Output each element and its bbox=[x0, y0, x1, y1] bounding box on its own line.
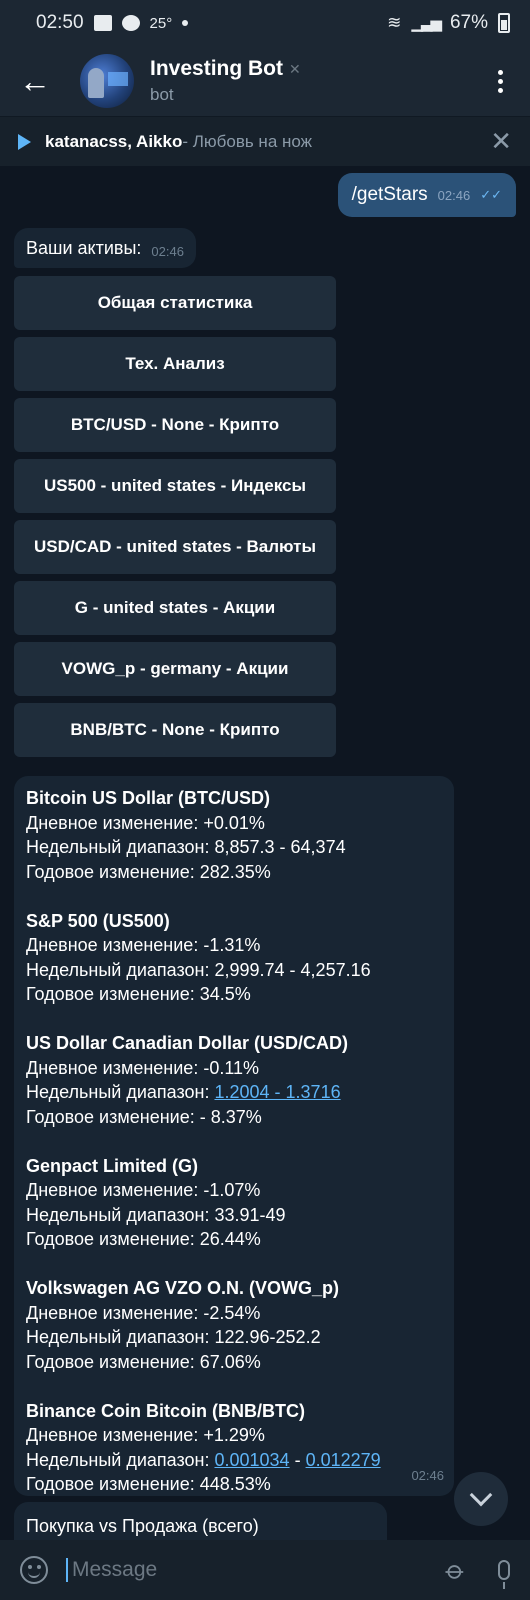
emoji-icon[interactable] bbox=[20, 1556, 48, 1584]
asset-daily: Дневное изменение: +0.01% bbox=[26, 812, 265, 833]
signal-icon: ▁▃▅ bbox=[411, 15, 442, 32]
battery-icon bbox=[498, 13, 510, 33]
notification-dot-icon bbox=[182, 20, 189, 26]
asset-name: S&P 500 (US500) bbox=[26, 910, 170, 931]
pinned-audio-bar[interactable]: katanacss, Aikko - Любовь на нож ✕ bbox=[0, 116, 530, 166]
keyboard-button-btc-usd[interactable]: BTC/USD - None - Крипто bbox=[14, 398, 336, 452]
keyboard-button-bnb-btc[interactable]: BNB/BTC - None - Крипто bbox=[14, 703, 336, 757]
asset-daily: Дневное изменение: -1.31% bbox=[26, 935, 261, 955]
asset-daily: Дневное изменение: +1.29% bbox=[26, 1425, 265, 1445]
pinned-track: - Любовь на нож bbox=[182, 131, 313, 151]
asset-weekly: Недельный диапазон: 8,857.3 - 64,374 bbox=[26, 837, 346, 857]
keyboard-button-g[interactable]: G - united states - Акции bbox=[14, 581, 336, 635]
asset-daily: Дневное изменение: -2.54% bbox=[26, 1302, 261, 1323]
asset-block: US Dollar Canadian Dollar (USD/CAD) Днев… bbox=[26, 1031, 442, 1129]
message-time: 02:46 bbox=[437, 187, 471, 203]
status-bar: 02:50 25° ≋ ▁▃▅ 67% bbox=[0, 0, 530, 46]
asset-weekly: Недельный диапазон: 33.91-49 bbox=[26, 1204, 286, 1225]
stats-message[interactable]: Bitcoin US Dollar (BTC/USD) Дневное изме… bbox=[14, 776, 454, 1496]
status-time: 02:50 bbox=[36, 12, 84, 33]
asset-name: US Dollar Canadian Dollar (USD/CAD) bbox=[26, 1033, 349, 1053]
asset-weekly: Недельный диапазон: 1.2004 - 1.3716 bbox=[26, 1082, 341, 1102]
message-time: 02:46 bbox=[151, 244, 184, 259]
asset-yearly: Годовое изменение: 448.53% bbox=[26, 1474, 271, 1494]
asset-weekly: Недельный диапазон: 2,999.74 - 4,257.16 bbox=[26, 959, 371, 980]
asset-yearly: Годовое изменение: 282.35% bbox=[26, 861, 271, 882]
asset-block: Genpact Limited (G) Дневное изменение: -… bbox=[26, 1154, 442, 1252]
asset-block: Binance Coin Bitcoin (BNB/BTC) Дневное и… bbox=[26, 1399, 442, 1497]
message-text: Покупка vs Продажа (всего) bbox=[26, 1516, 259, 1536]
chat-title-block[interactable]: Investing Bot ✕ bot bbox=[150, 57, 301, 105]
asset-name: Binance Coin Bitcoin (BNB/BTC) bbox=[26, 1400, 305, 1421]
phone-link[interactable]: 1.2004 - 1.3716 bbox=[214, 1082, 341, 1102]
pinned-artist: katanacss, Aikko bbox=[45, 131, 183, 151]
wifi-icon: ≋ bbox=[387, 13, 402, 32]
asset-block: S&P 500 (US500) Дневное изменение: -1.31… bbox=[26, 909, 442, 1007]
read-checks-icon: ✓✓ bbox=[480, 187, 502, 202]
chat-subtitle: bot bbox=[150, 85, 174, 104]
message-text: Ваши активы: bbox=[26, 238, 142, 258]
asset-block: Volkswagen AG VZO O.N. (VOWG_p) Дневное … bbox=[26, 1276, 442, 1374]
number-link[interactable]: 0.001034 bbox=[214, 1449, 290, 1470]
back-arrow-icon[interactable]: ← bbox=[19, 62, 51, 99]
avatar[interactable] bbox=[80, 54, 134, 108]
chevron-down-icon bbox=[469, 1483, 493, 1507]
status-temperature: 25° bbox=[149, 14, 173, 32]
asset-name: Bitcoin US Dollar (BTC/USD) bbox=[26, 788, 271, 808]
asset-daily: Дневное изменение: -0.11% bbox=[26, 1057, 260, 1078]
battery-percent: 67% bbox=[449, 12, 488, 33]
asset-yearly: Годовое изменение: 34.5% bbox=[26, 984, 251, 1004]
asset-yearly: Годовое изменение: 67.06% bbox=[26, 1351, 261, 1372]
message-input[interactable] bbox=[66, 1558, 396, 1582]
play-icon[interactable] bbox=[18, 133, 31, 150]
chat-title: Investing Bot ✕ bbox=[150, 57, 301, 81]
chat-title-text: Investing Bot bbox=[150, 57, 284, 80]
asset-block: Bitcoin US Dollar (BTC/USD) Дневное изме… bbox=[26, 786, 442, 884]
asset-name: Genpact Limited (G) bbox=[26, 1155, 199, 1176]
asset-weekly: Недельный диапазон: 122.96-252.2 bbox=[26, 1327, 321, 1347]
outgoing-message[interactable]: /getStars 02:46 ✓✓ bbox=[337, 173, 516, 217]
paperclip-icon[interactable]: ⌀ bbox=[440, 1553, 473, 1586]
gallery-icon bbox=[93, 15, 112, 31]
close-icon[interactable]: ✕ bbox=[490, 126, 512, 156]
message-text: /getStars bbox=[351, 184, 428, 205]
asset-weekly: Недельный диапазон: 0.001034 - 0.012279 bbox=[26, 1449, 381, 1470]
keyboard-button-general-stats[interactable]: Общая статистика bbox=[14, 276, 336, 330]
asset-daily: Дневное изменение: -1.07% bbox=[26, 1180, 261, 1200]
asset-yearly: Годовое изменение: - 8.37% bbox=[26, 1106, 262, 1127]
keyboard-button-usd-cad[interactable]: USD/CAD - united states - Валюты bbox=[14, 520, 336, 574]
microphone-icon[interactable] bbox=[498, 1560, 510, 1589]
chat-header: ← Investing Bot ✕ bot bbox=[0, 46, 530, 116]
message-time: 02:46 bbox=[411, 1467, 444, 1483]
vpn-icon bbox=[121, 15, 140, 31]
incoming-message[interactable]: Ваши активы: 02:46 bbox=[14, 228, 196, 268]
asset-name: Volkswagen AG VZO O.N. (VOWG_p) bbox=[26, 1278, 340, 1298]
more-menu-icon[interactable] bbox=[470, 46, 530, 116]
scroll-down-button[interactable] bbox=[454, 1472, 508, 1526]
keyboard-button-vowg-p[interactable]: VOWG_p - germany - Акции bbox=[14, 642, 336, 696]
keyboard-button-us500[interactable]: US500 - united states - Индексы bbox=[14, 459, 336, 513]
mute-icon: ✕ bbox=[289, 60, 301, 77]
number-link[interactable]: 0.012279 bbox=[305, 1449, 381, 1470]
message-input-bar: ⌀ bbox=[0, 1540, 530, 1600]
keyboard-button-tech-analysis[interactable]: Тех. Анализ bbox=[14, 337, 336, 391]
asset-yearly: Годовое изменение: 26.44% bbox=[26, 1229, 261, 1249]
